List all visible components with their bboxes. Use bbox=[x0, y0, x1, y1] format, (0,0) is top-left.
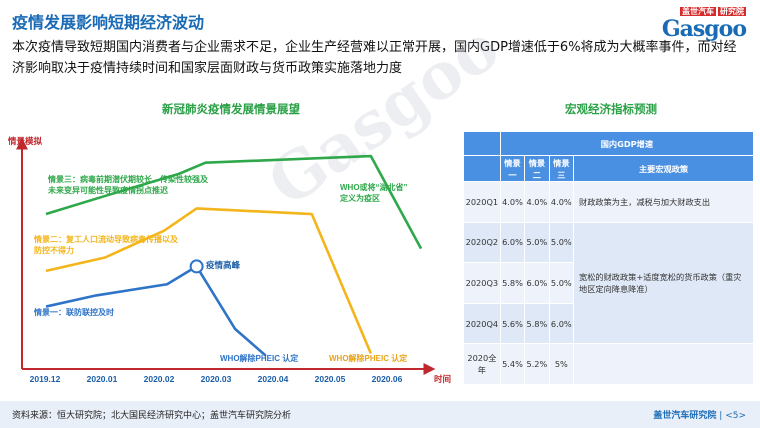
column-header: 情景一 bbox=[499, 155, 526, 182]
series-line-3 bbox=[45, 154, 423, 250]
scenario-chart: 情景模拟 时间 2019.12 2020.01 2020.02 2020.03 2020… bbox=[7, 136, 451, 384]
logo-caption: 盖世汽车 研究院 bbox=[680, 7, 746, 16]
value-cell: 4.0% bbox=[524, 181, 550, 223]
value-cell: 5.8% bbox=[499, 262, 526, 304]
policy-cell: 宽松的财政政策+适度宽松的货币政策（重灾地区定向降息降准） bbox=[573, 221, 754, 345]
chart-title: 新冠肺炎疫情发展情景展望 bbox=[162, 102, 300, 116]
table-corner-2 bbox=[463, 155, 501, 182]
y-axis-label: 情景模拟 bbox=[7, 136, 43, 146]
summary-text: 本次疫情导致短期国内消费者与企业需求不足，企业生产经营难以正常开展，国内GDP增… bbox=[12, 40, 737, 76]
annotation-who-pheic-2: WHO解除PHEIC 认定 bbox=[329, 353, 407, 363]
source-note: 资料来源：恒大研究院；北大国民经济研究中心；盖世汽车研究院分析 bbox=[12, 411, 292, 421]
period-cell: 2020Q2 bbox=[463, 221, 501, 264]
period-cell: 2020Q1 bbox=[463, 181, 501, 223]
peak-marker bbox=[189, 259, 204, 274]
x-axis-label: 时间 bbox=[434, 374, 451, 384]
period-cell: 2020Q3 bbox=[463, 262, 501, 304]
value-cell: 5.0% bbox=[548, 221, 575, 264]
x-tick-label: 2020.05 bbox=[315, 374, 346, 384]
table-row: 2020Q2 6.0% 5.0% 5.0% 宽松的财政政策+适度宽松的货币政策（… bbox=[463, 221, 754, 345]
table-corner bbox=[463, 131, 501, 156]
value-cell: 5.6% bbox=[499, 302, 526, 345]
x-tick-label: 2020.01 bbox=[87, 374, 118, 384]
column-header: 主要宏观政策 bbox=[573, 155, 754, 182]
annotation-who-pheic-1: WHO解除PHEIC 认定 bbox=[220, 353, 298, 363]
column-header: 情景三 bbox=[548, 155, 575, 182]
value-cell: 5.8% bbox=[524, 302, 550, 345]
period-cell: 2020全年 bbox=[463, 343, 501, 385]
footer-org: 盖世汽车研究院 | <5> bbox=[653, 411, 746, 421]
policy-cell-empty bbox=[573, 343, 754, 385]
table-row: 2020全年 5.4% 5.2% 5% bbox=[463, 343, 754, 385]
logo-badge: 研究院 bbox=[718, 7, 746, 16]
series-label-3: 情景三：病毒前期潜伏期较长、传染性较强及未来变异可能性导致疫情拐点推迟 bbox=[47, 174, 209, 195]
footer-bar: 资料来源：恒大研究院；北大国民经济研究中心；盖世汽车研究院分析 盖世汽车研究院 … bbox=[0, 401, 760, 428]
table-row: 2020Q1 4.0% 4.0% 4.0% 财政政策为主，减税与加大财政支出 bbox=[463, 181, 754, 223]
series-label-2: 情景二：复工人口流动导致病毒传播以及防控不得力 bbox=[33, 234, 179, 255]
series-line-2 bbox=[45, 207, 373, 354]
value-cell: 5.0% bbox=[524, 221, 550, 264]
gasgoo-logo: 盖世汽车 研究院 Gasgoo bbox=[636, 6, 747, 42]
table-title: 宏观经济指标预测 bbox=[565, 102, 657, 116]
value-cell: 6.0% bbox=[548, 302, 575, 345]
table-row: 2020Q4 5.6% 5.8% 6.0% bbox=[463, 302, 754, 345]
policy-cell: 财政政策为主，减税与加大财政支出 bbox=[573, 181, 754, 223]
page-number: | <5> bbox=[719, 411, 746, 421]
table-row: 2020Q3 5.8% 6.0% 5.0% bbox=[463, 262, 754, 304]
x-tick-label: 2020.02 bbox=[144, 374, 175, 384]
column-header: 情景二 bbox=[524, 155, 550, 182]
value-cell: 5.2% bbox=[524, 343, 550, 385]
x-tick-label: 2020.06 bbox=[372, 374, 403, 384]
x-tick-label: 2020.03 bbox=[201, 374, 232, 384]
group-header: 国内GDP增速 bbox=[499, 131, 755, 156]
value-cell: 4.0% bbox=[548, 181, 575, 223]
value-cell: 5% bbox=[548, 343, 575, 385]
annotation-who-hubei: WHO或将“湖北省”定义为疫区 bbox=[339, 182, 408, 203]
value-cell: 4.0% bbox=[499, 181, 526, 223]
value-cell: 6.0% bbox=[524, 262, 550, 304]
series-label-1: 情景一：联防联控及时 bbox=[33, 307, 114, 317]
value-cell: 5.0% bbox=[548, 262, 575, 304]
value-cell: 6.0% bbox=[499, 221, 526, 264]
x-tick-label: 2019.12 bbox=[30, 374, 61, 384]
x-tick-label: 2020.04 bbox=[258, 374, 289, 384]
page-title: 疫情发展影响短期经济波动 bbox=[12, 13, 205, 32]
annotation-peak: 疫情高峰 bbox=[206, 260, 241, 270]
value-cell: 5.4% bbox=[499, 343, 526, 385]
period-cell: 2020Q4 bbox=[463, 302, 501, 345]
logo-word: Gasgoo bbox=[661, 16, 747, 42]
series-line-1 bbox=[45, 265, 267, 357]
gdp-forecast-table: 国内GDP增速 情景一 情景二 情景三 主要宏观政策 2020Q1 4.0% 4… bbox=[463, 131, 755, 385]
